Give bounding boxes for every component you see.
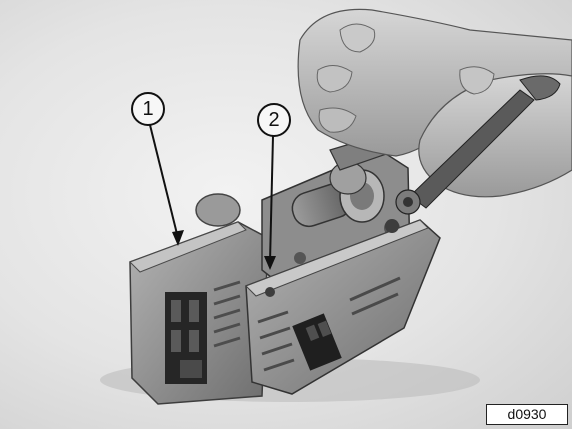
callout-2: 2 (257, 103, 291, 137)
callout-1: 1 (131, 92, 165, 126)
leader-line-2 (269, 135, 274, 263)
module-2 (245, 219, 441, 395)
figure-id-label: d0930 (486, 404, 568, 425)
module-1 (129, 193, 269, 405)
leader-arrow-1 (172, 230, 184, 246)
leader-line-1 (149, 124, 179, 239)
leader-arrow-2 (264, 256, 276, 270)
hands (297, 8, 572, 215)
